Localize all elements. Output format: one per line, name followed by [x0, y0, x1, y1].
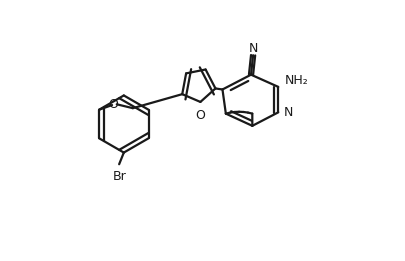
Text: N: N	[284, 106, 293, 119]
Text: NH₂: NH₂	[284, 74, 308, 87]
Text: N: N	[248, 42, 257, 55]
Text: O: O	[195, 109, 205, 122]
Text: Br: Br	[112, 170, 126, 183]
Text: O: O	[108, 98, 118, 111]
